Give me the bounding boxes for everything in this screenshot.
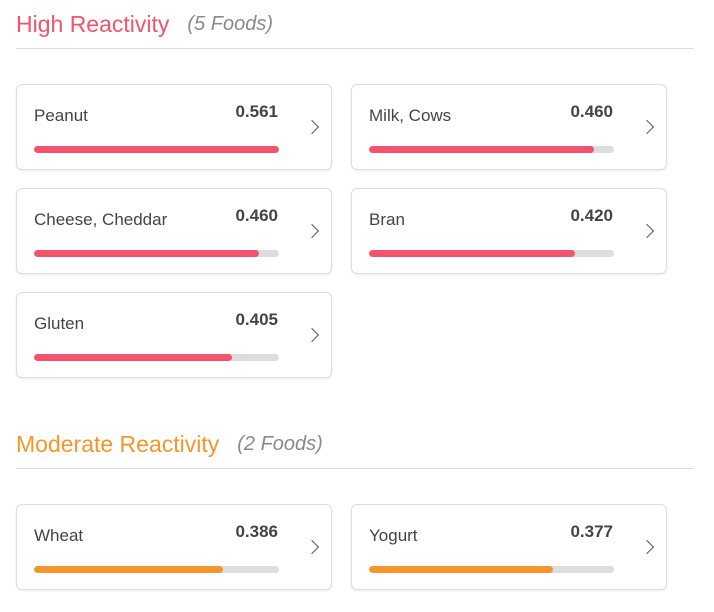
reactivity-bar xyxy=(34,354,279,361)
reactivity-bar-fill xyxy=(369,146,595,153)
chevron-right-icon xyxy=(304,539,320,555)
section-title: Moderate Reactivity xyxy=(16,430,220,457)
section-count: (5 Foods) xyxy=(187,12,273,35)
food-card-milk-cows[interactable]: Milk, Cows 0.460 xyxy=(351,84,667,170)
section-title: High Reactivity xyxy=(16,10,170,37)
section-count: (2 Foods) xyxy=(237,432,323,455)
chevron-right-icon xyxy=(639,539,655,555)
chevron-right-icon xyxy=(304,119,320,135)
food-score: 0.420 xyxy=(570,206,613,225)
chevron-right-icon xyxy=(639,223,655,239)
food-card-yogurt[interactable]: Yogurt 0.377 xyxy=(351,504,667,590)
reactivity-bar xyxy=(34,146,279,153)
reactivity-bar-fill xyxy=(369,250,575,257)
reactivity-bar xyxy=(34,250,279,257)
food-score: 0.460 xyxy=(570,102,613,121)
food-card-peanut[interactable]: Peanut 0.561 xyxy=(16,84,332,170)
reactivity-bar xyxy=(369,146,614,153)
food-score: 0.561 xyxy=(235,102,278,121)
reactivity-bar-fill xyxy=(34,566,223,573)
food-name: Bran xyxy=(369,210,405,229)
food-name: Gluten xyxy=(34,314,85,333)
chevron-right-icon xyxy=(304,327,320,343)
reactivity-bar-fill xyxy=(34,250,260,257)
section-header: High Reactivity (5 Foods) xyxy=(16,0,694,49)
food-card-bran[interactable]: Bran 0.420 xyxy=(351,188,667,274)
food-name: Milk, Cows xyxy=(369,106,452,125)
food-score: 0.386 xyxy=(235,522,278,541)
food-name: Cheese, Cheddar xyxy=(34,210,168,229)
food-card-cheese-cheddar[interactable]: Cheese, Cheddar 0.460 xyxy=(16,188,332,274)
reactivity-bar-fill xyxy=(34,354,233,361)
reactivity-bar xyxy=(34,566,279,573)
food-score: 0.377 xyxy=(570,522,613,541)
chevron-right-icon xyxy=(639,119,655,135)
food-name: Yogurt xyxy=(369,526,418,545)
food-score: 0.405 xyxy=(235,310,278,329)
chevron-right-icon xyxy=(304,223,320,239)
food-name: Wheat xyxy=(34,526,84,545)
food-card-gluten[interactable]: Gluten 0.405 xyxy=(16,292,332,378)
food-card-wheat[interactable]: Wheat 0.386 xyxy=(16,504,332,590)
reactivity-bar xyxy=(369,566,614,573)
moderate-reactivity-section: Moderate Reactivity (2 Foods) Wheat 0.38… xyxy=(16,420,694,590)
high-reactivity-section: High Reactivity (5 Foods) Peanut 0.561 M… xyxy=(16,0,694,378)
section-header: Moderate Reactivity (2 Foods) xyxy=(16,420,694,469)
reactivity-bar-fill xyxy=(369,566,553,573)
food-score: 0.460 xyxy=(235,206,278,225)
food-name: Peanut xyxy=(34,106,88,125)
reactivity-bar-fill xyxy=(34,146,279,153)
reactivity-bar xyxy=(369,250,614,257)
